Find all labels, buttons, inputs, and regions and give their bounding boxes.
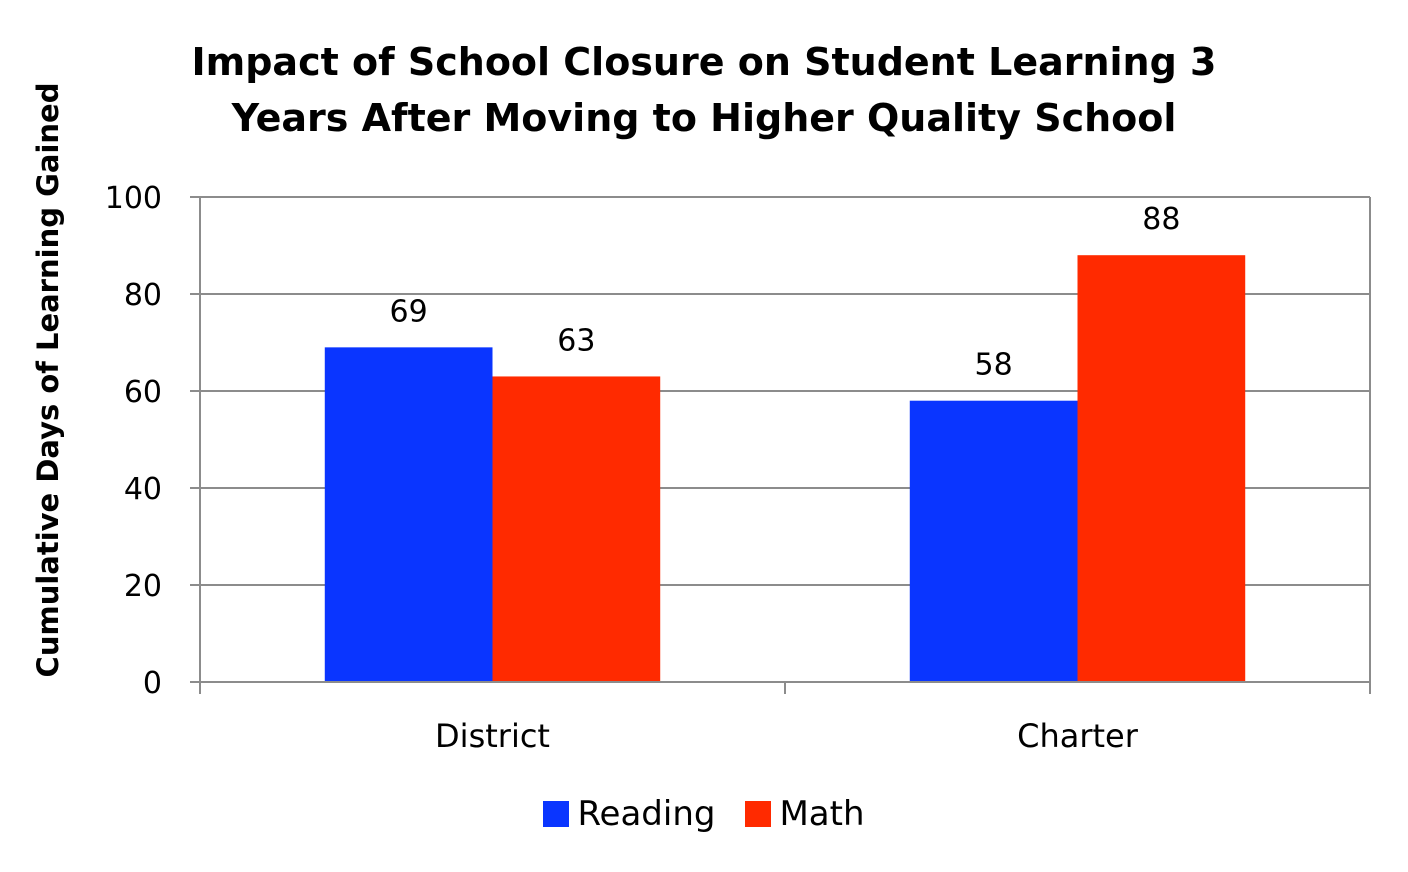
y-tick-label: 100 [105, 181, 162, 216]
bar-reading-district [324, 347, 493, 682]
x-tick-label: Charter [1017, 717, 1139, 755]
x-tick-label: District [435, 717, 550, 755]
data-label: 88 [1142, 202, 1180, 237]
axes [190, 196, 1371, 694]
bars [324, 255, 1246, 682]
y-tick-label: 80 [124, 278, 162, 313]
chart-title-line-1: Impact of School Closure on Student Lear… [191, 40, 1217, 84]
bar-math-district [492, 376, 661, 682]
legend-item-math: Math [745, 794, 865, 834]
y-tick-label: 20 [124, 569, 162, 604]
legend-item-reading: Reading [543, 794, 715, 834]
chart-title: Impact of School Closure on Student Lear… [0, 34, 1408, 146]
legend-swatch-math [745, 801, 772, 827]
legend-swatch-reading [543, 801, 570, 827]
data-label: 69 [390, 294, 428, 329]
y-tick-label: 40 [124, 472, 162, 507]
bar-reading-charter [909, 400, 1078, 682]
data-label: 63 [557, 323, 595, 358]
chart-title-line-2: Years After Moving to Higher Quality Sch… [231, 96, 1177, 140]
y-axis-label: Cumulative Days of Learning Gained [31, 83, 65, 678]
y-tick-label: 60 [124, 375, 162, 410]
y-tick-label: 0 [143, 666, 162, 701]
legend-label-math: Math [779, 794, 865, 834]
bar-math-charter [1077, 255, 1246, 682]
labels: 0 20 40 60 80 100 69 63 District 58 88 Charter [105, 181, 1181, 755]
legend: Reading Math [0, 792, 1408, 836]
data-label: 58 [975, 348, 1013, 383]
legend-label-reading: Reading [577, 794, 716, 834]
